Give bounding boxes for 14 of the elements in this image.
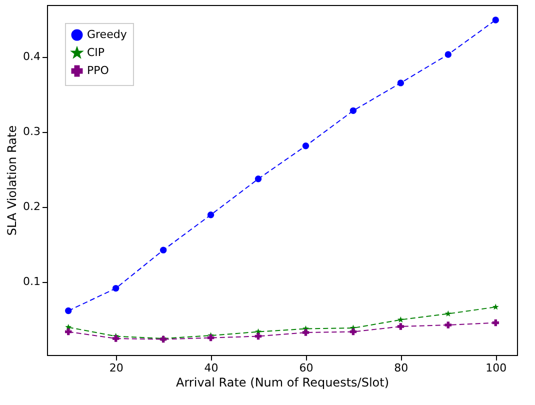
x-tick-label: 100: [486, 362, 507, 374]
x-tick-label: 20: [109, 362, 124, 374]
y-tick-label: 0.4: [23, 50, 40, 64]
x-tick-label: 60: [299, 362, 314, 374]
legend-label: Greedy: [87, 28, 128, 41]
y-tick-label: 0.1: [23, 275, 40, 288]
legend-label: CIP: [87, 46, 105, 59]
y-tick-label: 0.2: [23, 200, 40, 214]
x-tick-label: 40: [204, 362, 218, 374]
y-tick-label: 0.3: [23, 125, 40, 138]
legend-label: PPO: [87, 64, 110, 77]
y-axis-title: SLA Violation Rate: [5, 125, 20, 236]
x-tick-label: 80: [394, 362, 408, 374]
x-axis-title: Arrival Rate (Num of Requests/Slot): [176, 376, 389, 390]
